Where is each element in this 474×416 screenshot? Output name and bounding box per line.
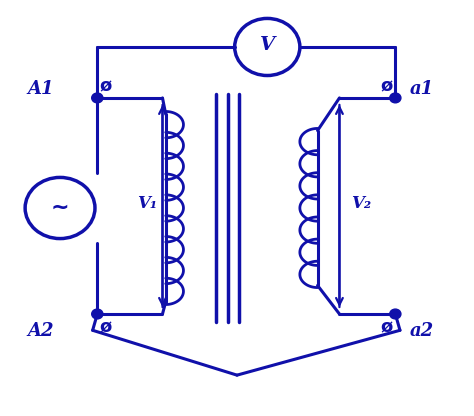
Circle shape [390,309,401,319]
Text: ø: ø [381,78,393,96]
Text: ~: ~ [51,198,69,218]
Text: ø: ø [100,318,112,336]
Circle shape [390,93,401,103]
Circle shape [91,93,103,103]
Text: A2: A2 [27,322,54,340]
Text: V₂: V₂ [351,195,371,212]
Text: ø: ø [100,78,112,96]
Text: V: V [260,36,275,54]
Text: ø: ø [381,318,393,336]
Circle shape [91,309,103,319]
Text: a1: a1 [409,80,433,98]
Text: A1: A1 [27,80,54,98]
Text: V₁: V₁ [137,195,157,212]
Text: a2: a2 [409,322,433,340]
